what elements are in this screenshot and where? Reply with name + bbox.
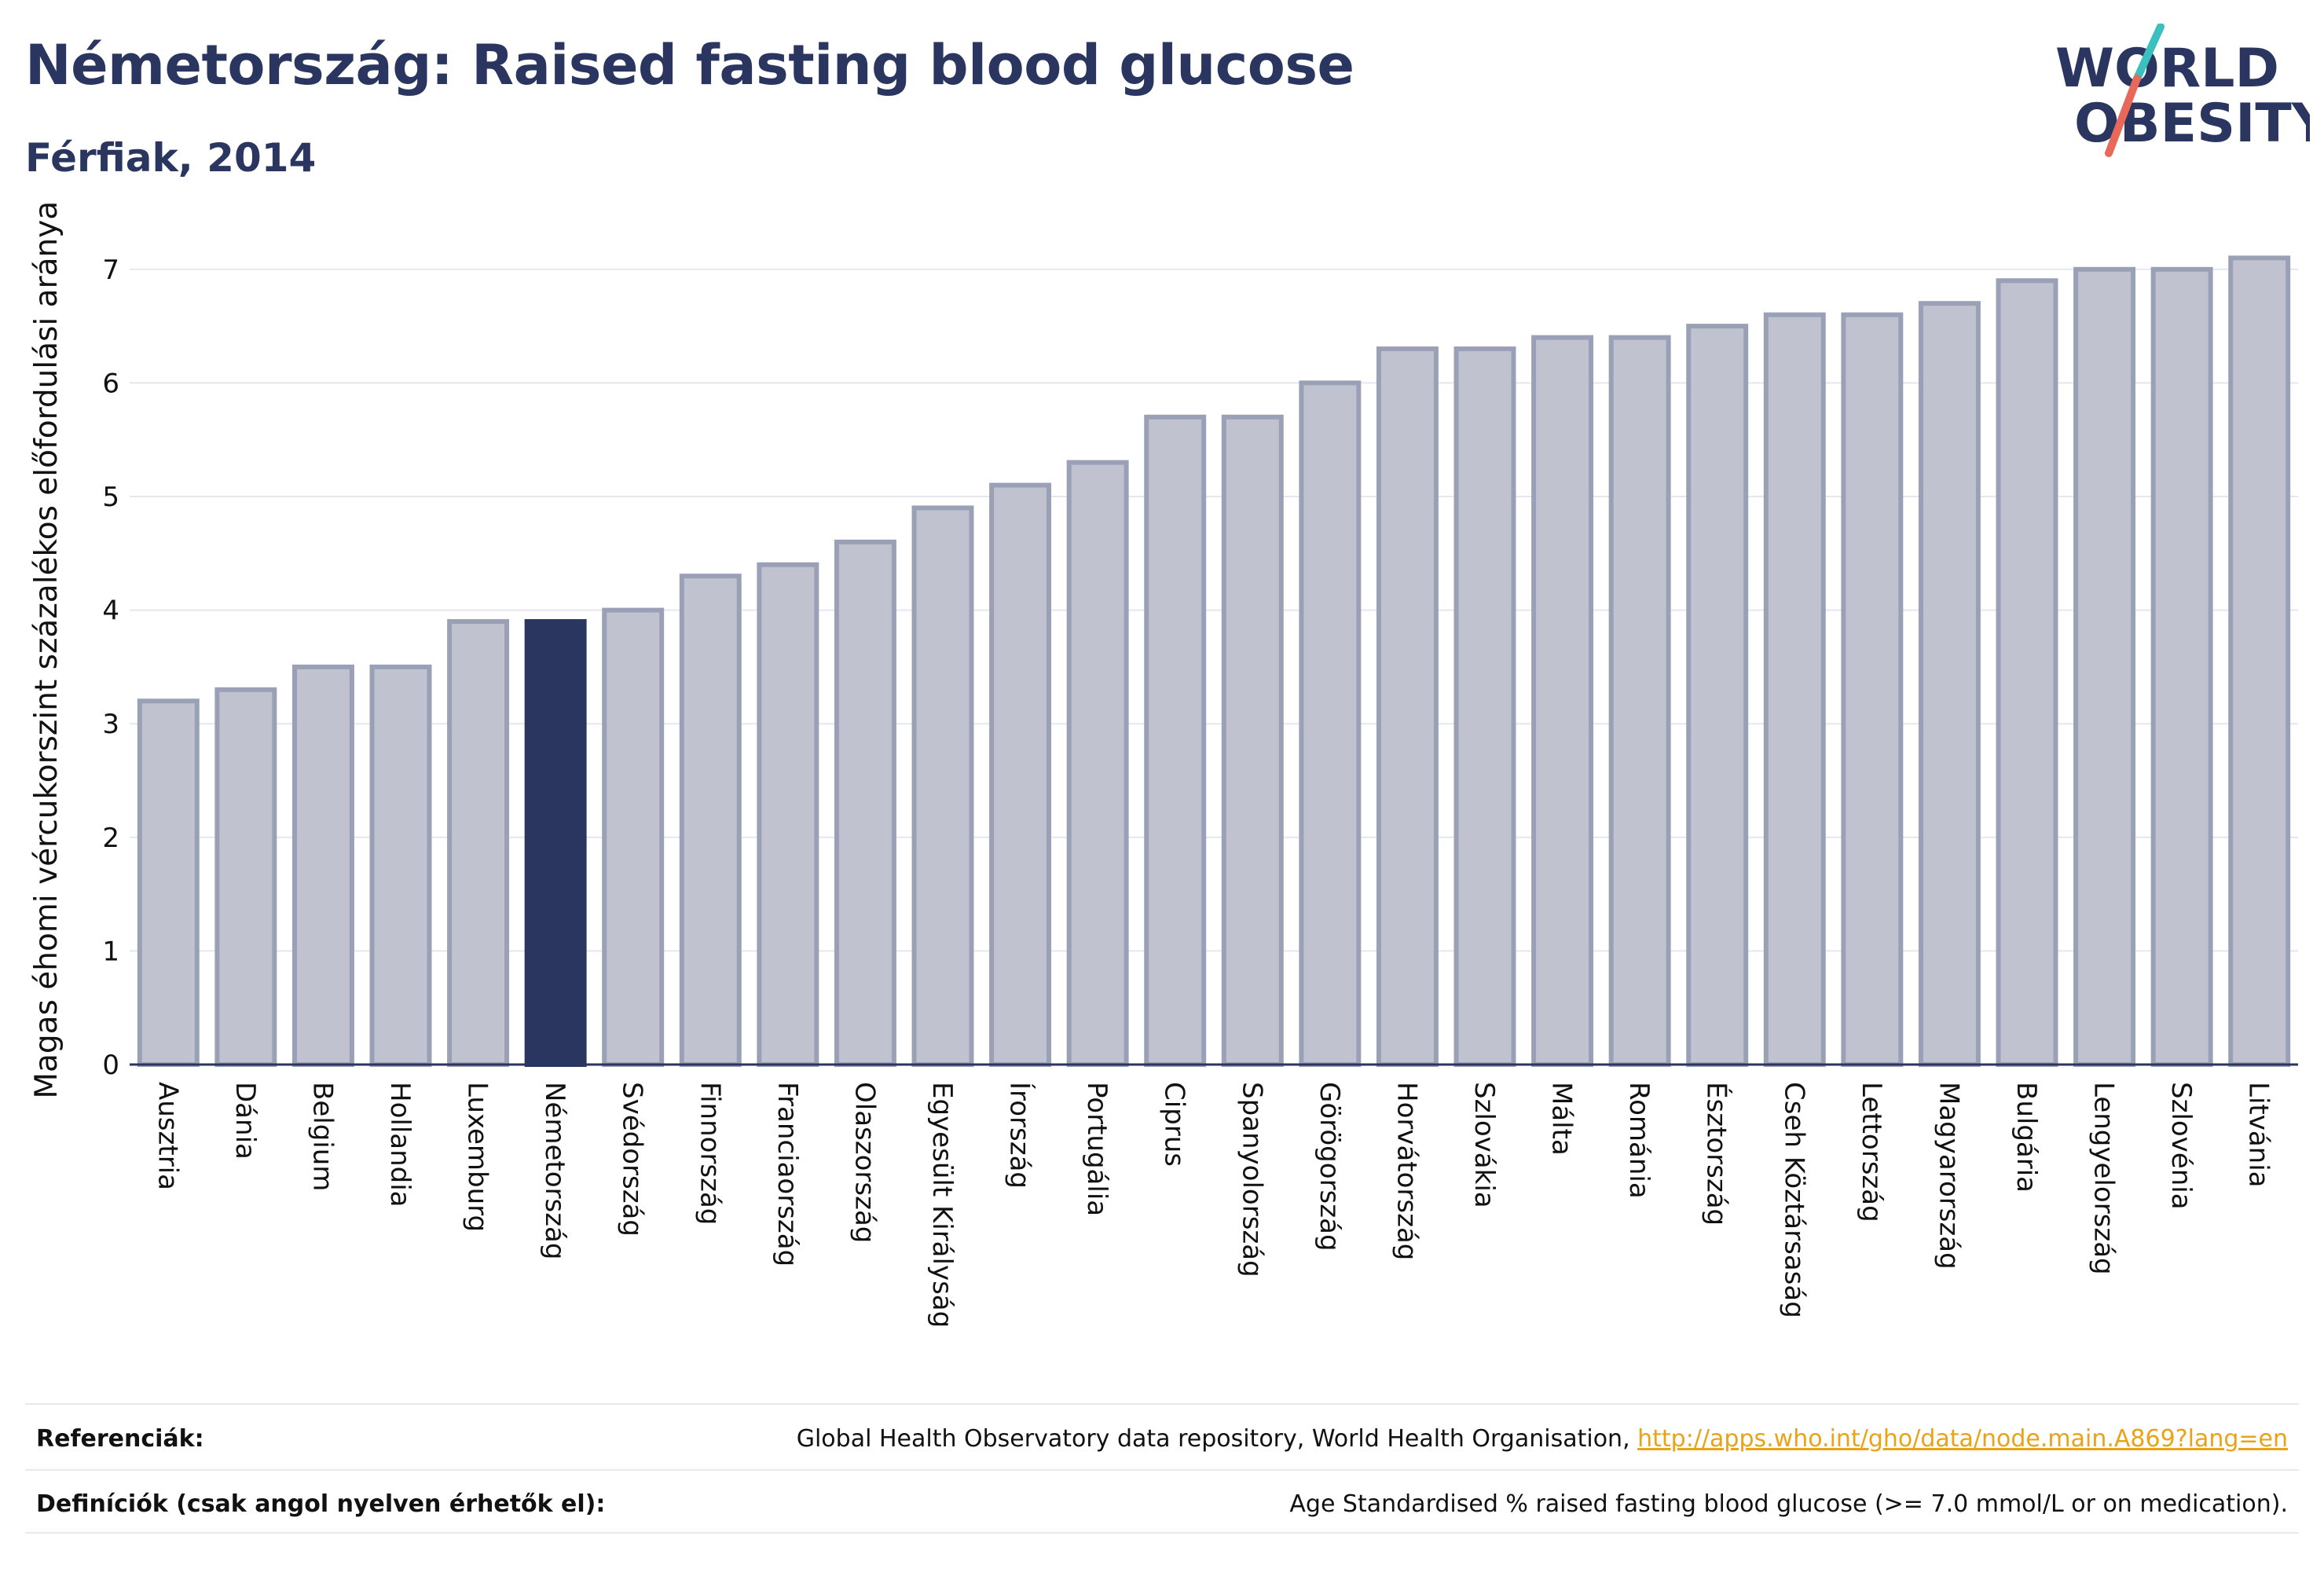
y-tick-label: 5 (102, 482, 119, 513)
x-tick-label: Litvánia (2243, 1082, 2275, 1188)
chart-title: Németország: Raised fasting blood glucos… (25, 33, 1354, 97)
y-tick-label: 3 (102, 709, 119, 740)
logo-line-1: WORLD (2055, 38, 2279, 100)
x-tick-label: Ciprus (1159, 1082, 1190, 1167)
bar-lettország (1841, 312, 1904, 1067)
bars (137, 255, 2291, 1068)
x-tick-label: Egyesült Királyság (926, 1082, 958, 1328)
references-source: Global Health Observatory data repositor… (796, 1425, 1638, 1453)
x-tick-label: Lettország (1856, 1082, 1887, 1222)
bar-ausztria (137, 698, 200, 1068)
bar-szlovákia (1453, 346, 1516, 1067)
x-tick-label: Ausztria (152, 1082, 183, 1190)
bar-hollandia (369, 664, 432, 1068)
y-tick-label: 2 (102, 823, 119, 854)
bar-görögország (1299, 380, 1362, 1067)
x-tick-label: Dánia (229, 1082, 261, 1160)
footer-divider-top (25, 1403, 2299, 1405)
x-tick-label: Bulgária (2011, 1082, 2042, 1193)
bar-finnország (679, 574, 742, 1067)
bar-ciprus (1144, 414, 1207, 1067)
x-tick-label: Észtország (1701, 1082, 1733, 1226)
x-tick-label: Portugália (1081, 1082, 1113, 1216)
bar-luxemburg (447, 619, 510, 1067)
bar-bulgária (1996, 278, 2058, 1067)
x-tick-label: Szlovákia (1468, 1082, 1500, 1208)
bar-románia (1608, 335, 1671, 1067)
x-tick-label: Románia (1623, 1082, 1655, 1199)
world-obesity-logo: WORLD OBESITY (2055, 24, 2310, 157)
x-tick-label: Lengyelország (2088, 1082, 2120, 1275)
bar-franciaország (757, 562, 819, 1067)
bar-észtország (1686, 324, 1749, 1068)
bar-litvánia (2228, 255, 2291, 1068)
bar-lengyelország (2073, 266, 2136, 1067)
x-tick-label: Görögország (1314, 1082, 1345, 1252)
y-tick-label: 6 (102, 368, 119, 399)
y-axis-ticks: 0 1 2 3 4 5 6 7 (102, 255, 119, 1081)
references-link[interactable]: http://apps.who.int/gho/data/node.main.A… (1637, 1425, 2288, 1453)
bar-svédország (602, 607, 665, 1067)
bar-magyarország (1918, 301, 1981, 1067)
x-tick-label: Szlovénia (2165, 1082, 2197, 1210)
x-axis-ticks: Ausztria Dánia Belgium Hollandia Luxemburg Né… (152, 1082, 2274, 1328)
x-tick-label: Spanyolország (1236, 1082, 1267, 1277)
references-text: Global Health Observatory data repositor… (797, 1425, 2288, 1453)
footer-divider-bottom (25, 1532, 2299, 1534)
bar-portugália (1066, 460, 1129, 1067)
bar-spanyolország (1221, 414, 1284, 1067)
x-tick-label: Belgium (306, 1082, 338, 1191)
y-axis-label: Magas éhomi vércukorszint százalékos elő… (29, 201, 64, 1099)
bar-dánia (214, 687, 277, 1067)
x-tick-label: Franciaország (772, 1082, 803, 1266)
x-tick-label: Magyarország (1933, 1082, 1964, 1270)
bar-írország (989, 482, 1052, 1067)
bar-németország (524, 619, 587, 1067)
bar-chart: 0 1 2 3 4 5 6 7 Ausztria Dánia Belgium Hollandia Lu… (29, 201, 2298, 1328)
references-label: Referenciák: (36, 1425, 204, 1453)
x-tick-label: Svédország (617, 1082, 648, 1237)
x-tick-label: Luxemburg (462, 1082, 493, 1232)
bar-cseh-köztársaság (1763, 312, 1826, 1067)
x-tick-label: Cseh Köztársaság (1778, 1082, 1809, 1318)
y-tick-label: 7 (102, 255, 119, 286)
bar-szlovénia (2150, 266, 2213, 1067)
x-tick-label: Finnország (694, 1082, 725, 1225)
definitions-label: Definíciók (csak angol nyelven érhetők e… (36, 1490, 606, 1518)
x-tick-label: Málta (1546, 1082, 1578, 1156)
x-tick-label: Írország (1004, 1082, 1036, 1189)
footer-divider-middle (25, 1469, 2299, 1471)
y-tick-label: 4 (102, 596, 119, 627)
bar-horvátország (1376, 346, 1439, 1067)
x-tick-label: Hollandia (384, 1082, 416, 1208)
bar-olaszország (834, 539, 896, 1067)
x-tick-label: Olaszország (849, 1082, 880, 1243)
y-tick-label: 1 (102, 936, 119, 967)
bar-egyesült-királyság (911, 505, 974, 1067)
bar-málta (1531, 335, 1594, 1067)
chart-subtitle: Férfiak, 2014 (25, 135, 317, 181)
y-tick-label: 0 (102, 1050, 119, 1081)
x-tick-label: Horvátország (1391, 1082, 1422, 1260)
x-tick-label: Németország (539, 1082, 570, 1259)
definitions-text: Age Standardised % raised fasting blood … (1289, 1490, 2288, 1518)
bar-belgium (291, 664, 354, 1068)
